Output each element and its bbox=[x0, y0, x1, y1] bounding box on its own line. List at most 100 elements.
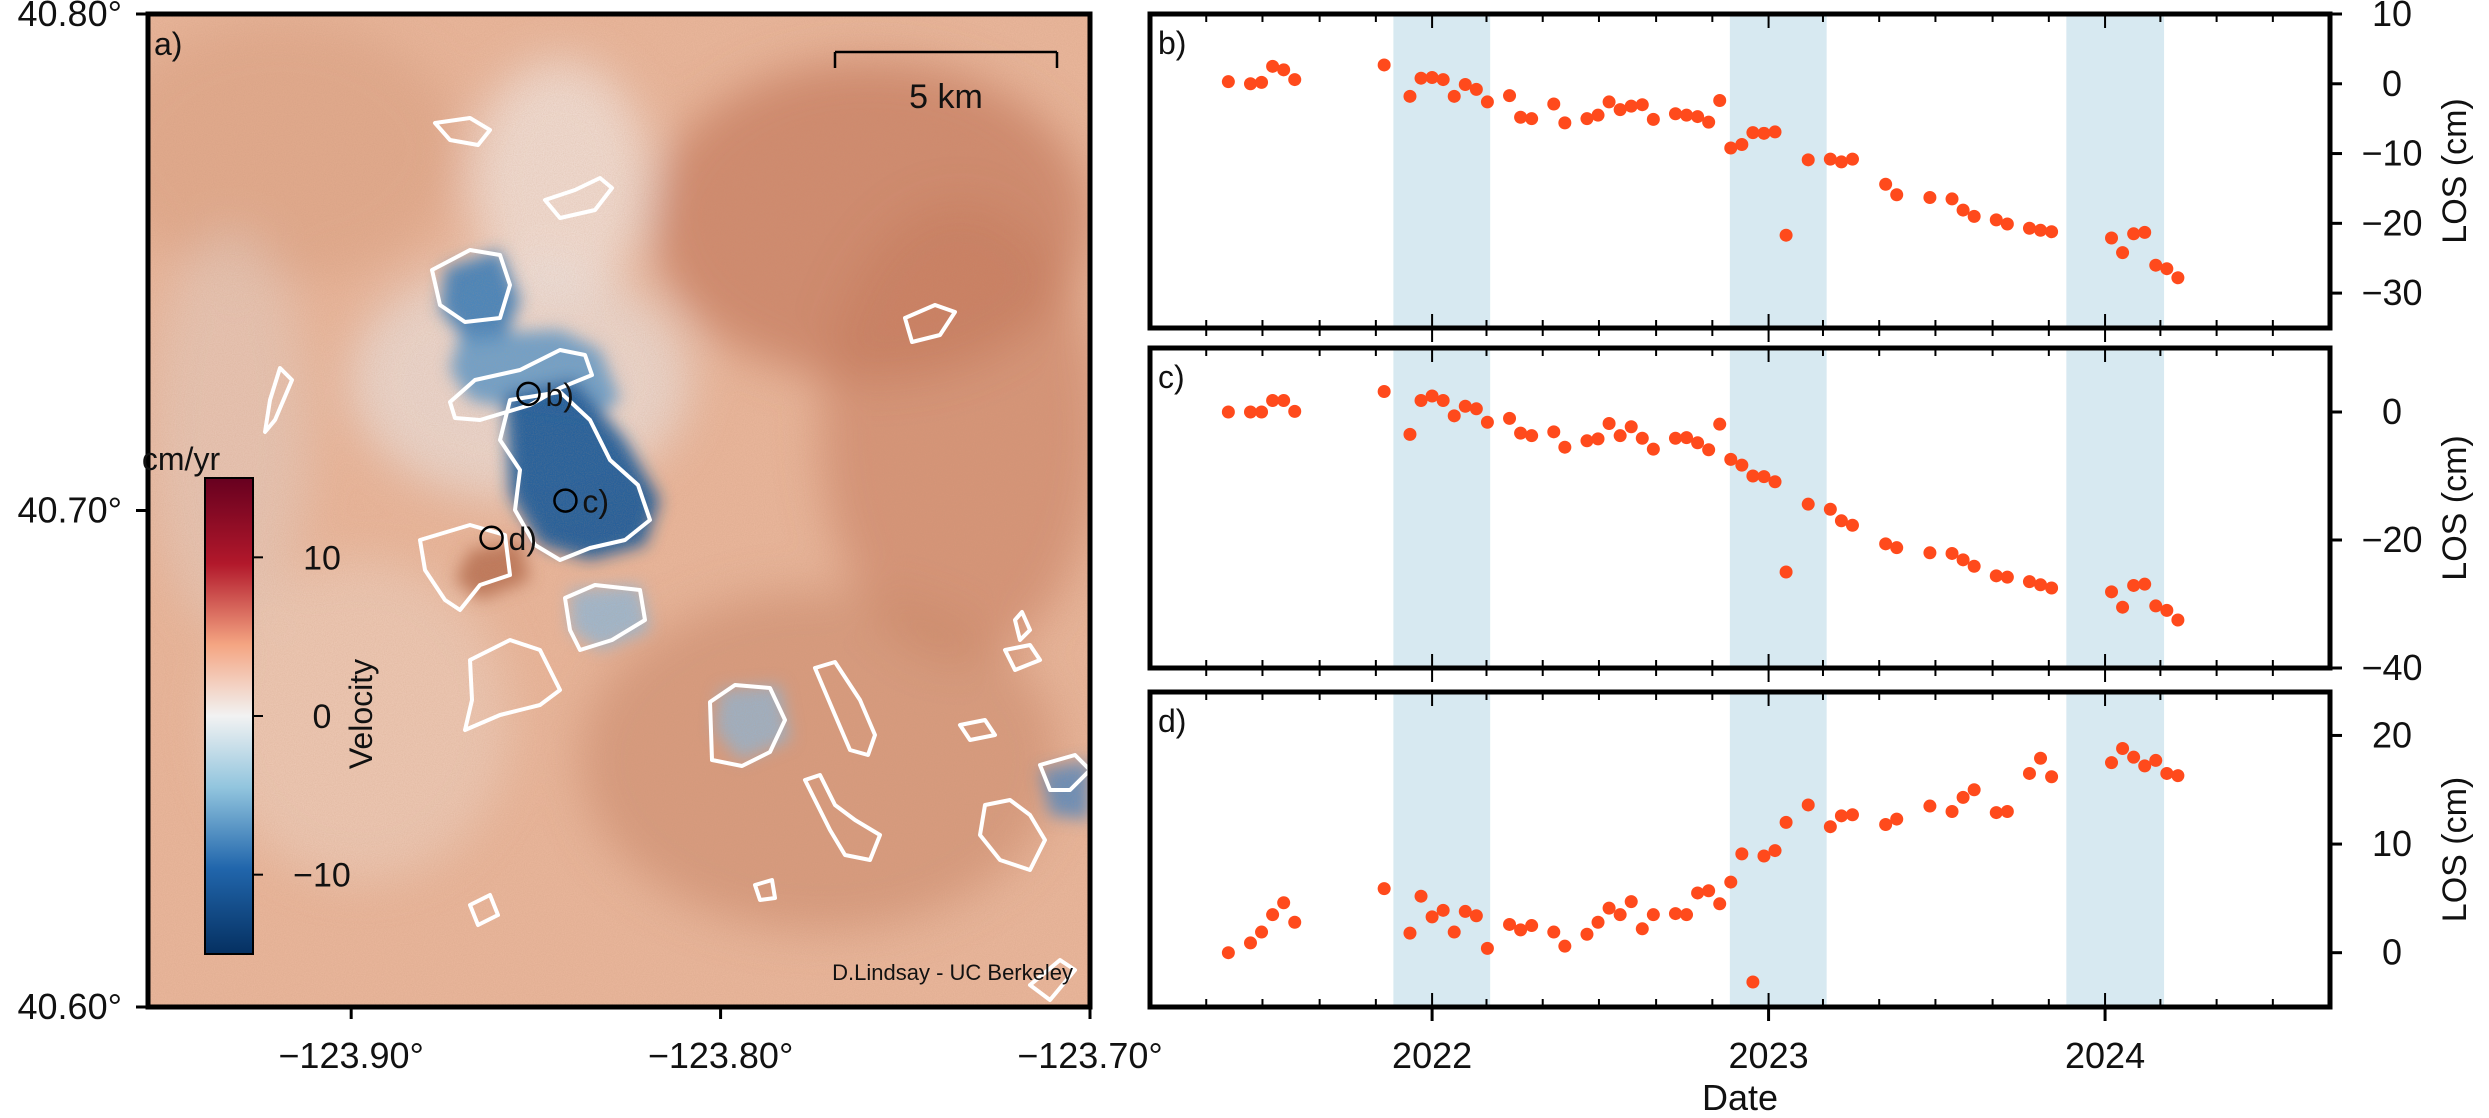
los-point bbox=[1436, 393, 1450, 407]
los-point bbox=[2022, 575, 2036, 589]
velocity-map: a) 5 km cm/yr 10 0 −10 Velocity b) c) d) −12… bbox=[18, 0, 1163, 1076]
los-point bbox=[1447, 925, 1461, 939]
los-point bbox=[1266, 393, 1280, 407]
los-point bbox=[2171, 613, 2185, 627]
los-point bbox=[1436, 73, 1450, 87]
los-point bbox=[2160, 603, 2174, 617]
los-point bbox=[2105, 231, 2119, 245]
los-point bbox=[1480, 941, 1494, 955]
los-point bbox=[2116, 246, 2130, 260]
los-point bbox=[1945, 192, 1959, 206]
los-point bbox=[1845, 518, 1859, 532]
map-marker bbox=[516, 381, 541, 407]
los-point bbox=[1469, 402, 1483, 416]
season-band bbox=[2066, 348, 2165, 668]
los-point bbox=[1768, 125, 1782, 139]
los-point bbox=[1469, 909, 1483, 923]
panel-frame bbox=[1147, 11, 2333, 331]
los-point bbox=[1956, 553, 1970, 567]
los-point bbox=[2022, 221, 2036, 235]
y-tick-label: 0 bbox=[2382, 391, 2402, 432]
los-point bbox=[2138, 759, 2152, 773]
los-point bbox=[1956, 790, 1970, 804]
los-point bbox=[1414, 393, 1428, 407]
los-point bbox=[1757, 126, 1771, 140]
los-point bbox=[1691, 886, 1705, 900]
los-point bbox=[2171, 271, 2185, 285]
los-point bbox=[1845, 152, 1859, 166]
los-point bbox=[1834, 155, 1848, 169]
los-point bbox=[2127, 227, 2141, 241]
season-band bbox=[2066, 14, 2165, 328]
los-point bbox=[2138, 225, 2152, 239]
los-point bbox=[1624, 895, 1638, 909]
los-point bbox=[1613, 103, 1627, 117]
los-point bbox=[1646, 908, 1660, 922]
los-point bbox=[1757, 470, 1771, 484]
los-point bbox=[2160, 262, 2174, 276]
panel-label-a: a) bbox=[154, 26, 182, 62]
map-marker-label: d) bbox=[509, 521, 537, 557]
los-point bbox=[1823, 152, 1837, 166]
los-point bbox=[1735, 458, 1749, 472]
map-y-tick-label: 40.60° bbox=[18, 986, 122, 1027]
los-point bbox=[1779, 565, 1793, 579]
los-point bbox=[2149, 599, 2163, 613]
los-point bbox=[1602, 417, 1616, 431]
los-point bbox=[1503, 89, 1517, 103]
los-point bbox=[1713, 94, 1727, 108]
panel-label: c) bbox=[1158, 359, 1185, 395]
los-point bbox=[1447, 409, 1461, 423]
los-point bbox=[1923, 546, 1937, 560]
panel-frame bbox=[1147, 345, 2333, 671]
los-point bbox=[2045, 225, 2059, 239]
los-point bbox=[1277, 896, 1291, 910]
los-point bbox=[1956, 203, 1970, 217]
los-point bbox=[1801, 153, 1815, 167]
map-marker bbox=[479, 525, 504, 551]
los-point bbox=[1635, 431, 1649, 445]
los-point bbox=[1691, 110, 1705, 124]
los-point bbox=[1558, 116, 1572, 130]
los-point bbox=[1243, 936, 1257, 950]
los-point bbox=[1768, 844, 1782, 858]
los-point bbox=[1801, 798, 1815, 812]
los-point bbox=[2000, 570, 2014, 584]
los-point bbox=[1221, 75, 1235, 89]
los-point bbox=[2034, 751, 2048, 765]
colorbar: cm/yr 10 0 −10 Velocity bbox=[142, 441, 379, 955]
los-point bbox=[1403, 89, 1417, 103]
map-x-tick-label: −123.90° bbox=[278, 1035, 424, 1076]
los-point bbox=[1580, 927, 1594, 941]
los-point bbox=[1503, 917, 1517, 931]
colorbar-tick-label: 0 bbox=[313, 698, 332, 736]
los-point bbox=[1558, 440, 1572, 454]
los-point bbox=[1879, 818, 1893, 832]
los-point bbox=[1277, 63, 1291, 77]
los-point bbox=[1425, 910, 1439, 924]
los-point bbox=[1591, 108, 1605, 122]
los-point bbox=[1503, 411, 1517, 425]
y-tick-label: 20 bbox=[2372, 714, 2412, 755]
los-point bbox=[2116, 600, 2130, 614]
los-point bbox=[1580, 112, 1594, 126]
panel-label: b) bbox=[1158, 25, 1186, 61]
los-point bbox=[1702, 884, 1716, 898]
los-point bbox=[1989, 569, 2003, 583]
los-point bbox=[1221, 405, 1235, 419]
los-point bbox=[1724, 875, 1738, 889]
los-point bbox=[1547, 97, 1561, 111]
map-axes: −123.90° −123.80° −123.70° 40.60° 40.70° 40.8… bbox=[18, 0, 1163, 1076]
los-point bbox=[1779, 228, 1793, 242]
los-point bbox=[1823, 820, 1837, 834]
panel-label: d) bbox=[1158, 703, 1186, 739]
map-y-tick-label: 40.80° bbox=[18, 0, 122, 34]
los-point bbox=[1967, 209, 1981, 223]
x-tick-label: 2024 bbox=[2065, 1035, 2145, 1076]
los-point bbox=[1377, 385, 1391, 399]
los-point bbox=[2045, 770, 2059, 784]
los-point bbox=[1403, 427, 1417, 441]
credit-label: D.Lindsay - UC Berkeley bbox=[832, 960, 1073, 985]
los-point bbox=[1735, 847, 1749, 861]
